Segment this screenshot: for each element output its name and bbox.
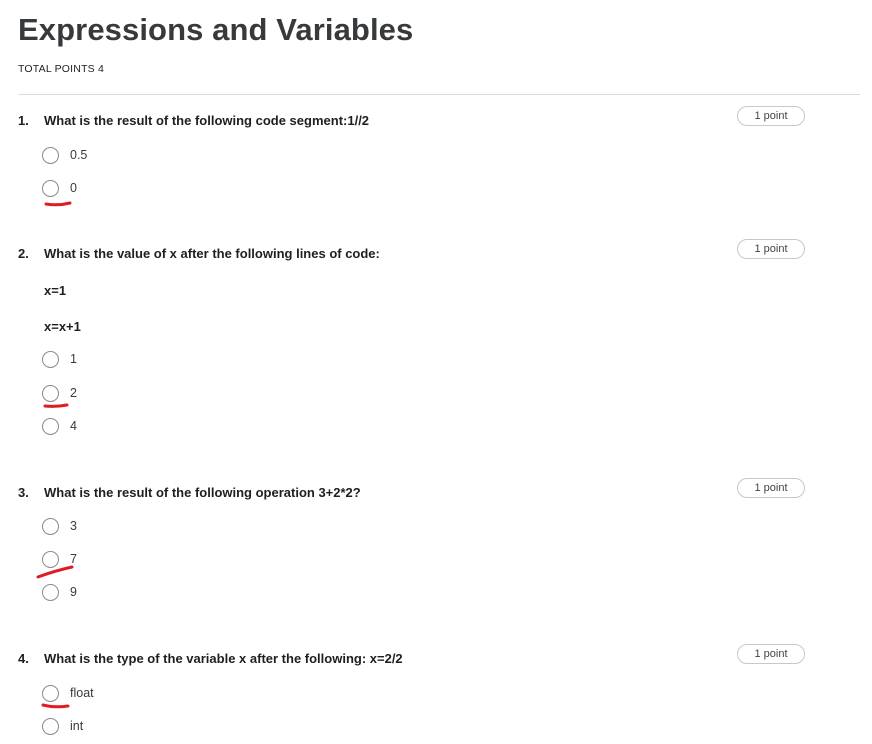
radio-button[interactable] (42, 518, 59, 535)
question-text: What is the value of x after the followi… (44, 246, 380, 261)
points-badge: 1 point (737, 106, 805, 126)
option-q3-7[interactable]: 7 (42, 551, 342, 571)
header-divider (18, 94, 860, 95)
question-text: What is the result of the following oper… (44, 485, 361, 500)
question-number: 1. (18, 113, 29, 128)
option-label: 0 (70, 181, 77, 195)
radio-button[interactable] (42, 551, 59, 568)
option-label: 2 (70, 386, 77, 400)
option-q2-2[interactable]: 2 (42, 385, 342, 405)
radio-button[interactable] (42, 147, 59, 164)
option-label: int (70, 719, 84, 733)
code-line: x=x+1 (44, 319, 81, 334)
option-q1-0.5[interactable]: 0.5 (42, 147, 342, 167)
question-number: 4. (18, 651, 29, 666)
page-title: Expressions and Variables (18, 12, 414, 47)
option-q3-3[interactable]: 3 (42, 518, 342, 538)
question-text: What is the type of the variable x after… (44, 651, 403, 666)
option-label: 4 (70, 419, 77, 433)
radio-button[interactable] (42, 685, 59, 702)
question-text: What is the result of the following code… (44, 113, 370, 128)
option-label: 1 (70, 352, 77, 366)
radio-button[interactable] (42, 584, 59, 601)
radio-button[interactable] (42, 385, 59, 402)
option-q1-0[interactable]: 0 (42, 180, 342, 200)
option-q2-1[interactable]: 1 (42, 351, 342, 371)
points-badge: 1 point (737, 239, 805, 259)
code-line: x=1 (44, 283, 67, 298)
option-label: 3 (70, 519, 77, 533)
points-badge: 1 point (737, 478, 805, 498)
points-badge: 1 point (737, 644, 805, 664)
radio-button[interactable] (42, 180, 59, 197)
option-q4-int[interactable]: int (42, 718, 342, 738)
option-q3-9[interactable]: 9 (42, 584, 342, 604)
radio-button[interactable] (42, 351, 59, 368)
option-q4-float[interactable]: float (42, 685, 342, 705)
option-label: float (70, 686, 94, 700)
total-points-label: TOTAL POINTS 4 (18, 63, 105, 75)
question-number: 3. (18, 485, 29, 500)
option-q2-4[interactable]: 4 (42, 418, 342, 438)
option-label: 9 (70, 585, 77, 599)
option-label: 0.5 (70, 148, 88, 162)
radio-button[interactable] (42, 418, 59, 435)
option-label: 7 (70, 552, 77, 566)
question-number: 2. (18, 246, 29, 261)
radio-button[interactable] (42, 718, 59, 735)
